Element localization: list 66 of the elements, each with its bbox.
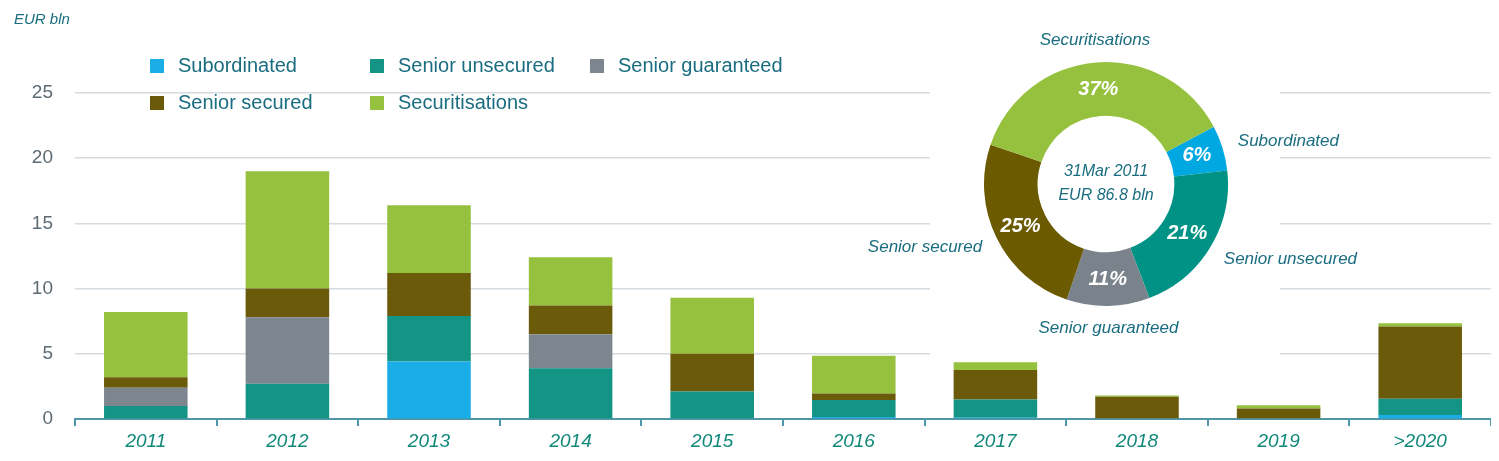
bar xyxy=(245,288,330,318)
slice-label: Senior unsecured xyxy=(1223,248,1358,268)
bar xyxy=(528,257,613,306)
bar xyxy=(528,334,613,369)
x-tick-label: 2012 xyxy=(265,429,309,451)
x-tick-label: 2013 xyxy=(406,429,451,451)
bar xyxy=(528,305,613,335)
annotation: EUR 86.8 bln xyxy=(1058,186,1154,204)
bar xyxy=(1378,398,1462,416)
bar xyxy=(245,317,330,384)
bar xyxy=(104,377,188,388)
slice-label: Senior guaranteed xyxy=(1038,317,1179,337)
bar xyxy=(1378,415,1462,419)
x-tick-label: 2014 xyxy=(548,429,592,451)
x-tick-label: >2020 xyxy=(1393,429,1448,451)
x-tick-label: 2017 xyxy=(973,429,1018,451)
data-label: 21% xyxy=(1166,221,1208,244)
bar xyxy=(953,370,1038,400)
x-tick-label: 2016 xyxy=(831,429,876,451)
legend-label: Senior secured xyxy=(178,91,313,114)
bar xyxy=(245,383,330,419)
bar xyxy=(245,171,330,289)
data-label: 11% xyxy=(1088,266,1128,289)
legend-label: Subordinated xyxy=(178,54,297,77)
bar xyxy=(953,362,1038,371)
bar xyxy=(1095,396,1179,419)
bar xyxy=(387,315,471,362)
bar xyxy=(104,312,188,378)
bar xyxy=(104,387,188,406)
x-tick-label: 2011 xyxy=(124,429,167,451)
data-label: 37% xyxy=(1078,76,1119,99)
slice-label: Securitisations xyxy=(1039,30,1151,50)
data-label: 25% xyxy=(999,213,1041,236)
data-label: 6% xyxy=(1182,143,1212,166)
bar xyxy=(1378,326,1462,399)
legend-label: Senior guaranteed xyxy=(618,54,783,77)
y-tick-label: 20 xyxy=(31,146,53,168)
x-tick-label: 2018 xyxy=(1114,429,1159,451)
bar xyxy=(387,361,471,419)
bar xyxy=(1236,405,1321,409)
bar xyxy=(812,400,896,418)
slice-label: Subordinated xyxy=(1237,131,1340,151)
annotation: 31Mar 2011 xyxy=(1063,162,1149,180)
x-tick-label: 2015 xyxy=(690,429,734,451)
bar xyxy=(1378,323,1462,327)
bar xyxy=(104,405,188,419)
bar xyxy=(387,205,471,273)
x-tick-label: 2019 xyxy=(1256,429,1301,451)
bar xyxy=(528,368,613,419)
y-tick-label: 0 xyxy=(42,407,53,429)
slice-label: Senior secured xyxy=(867,237,983,257)
bar xyxy=(812,355,896,394)
bar xyxy=(670,297,754,354)
bar xyxy=(670,391,754,419)
y-tick-label: 25 xyxy=(31,81,53,103)
bar xyxy=(387,272,471,316)
bar xyxy=(1236,408,1321,419)
bar xyxy=(812,393,896,401)
y-tick-label: 5 xyxy=(42,342,53,364)
legend-label: Securitisations xyxy=(398,91,529,114)
bar xyxy=(953,399,1038,418)
y-tick-label: 10 xyxy=(31,276,53,298)
legend-label: Senior unsecured xyxy=(398,54,555,77)
y-axis-title: EUR bln xyxy=(14,10,70,27)
bar xyxy=(670,353,754,392)
y-tick-label: 15 xyxy=(31,211,53,233)
